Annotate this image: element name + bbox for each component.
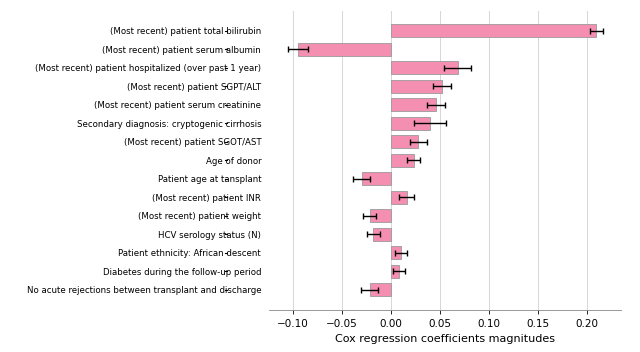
Bar <box>391 246 401 259</box>
Bar <box>362 172 391 185</box>
Bar <box>391 117 430 130</box>
Bar <box>369 209 391 222</box>
Bar <box>391 191 406 204</box>
Bar <box>298 43 391 56</box>
Bar <box>391 135 419 148</box>
X-axis label: Cox regression coefficients magnitudes: Cox regression coefficients magnitudes <box>335 334 555 344</box>
Bar <box>391 24 596 37</box>
Bar <box>391 98 436 111</box>
Bar <box>391 154 413 166</box>
Bar <box>373 228 391 241</box>
Bar <box>391 61 458 74</box>
Bar <box>391 265 399 278</box>
Bar <box>369 283 391 296</box>
Bar <box>391 80 442 93</box>
